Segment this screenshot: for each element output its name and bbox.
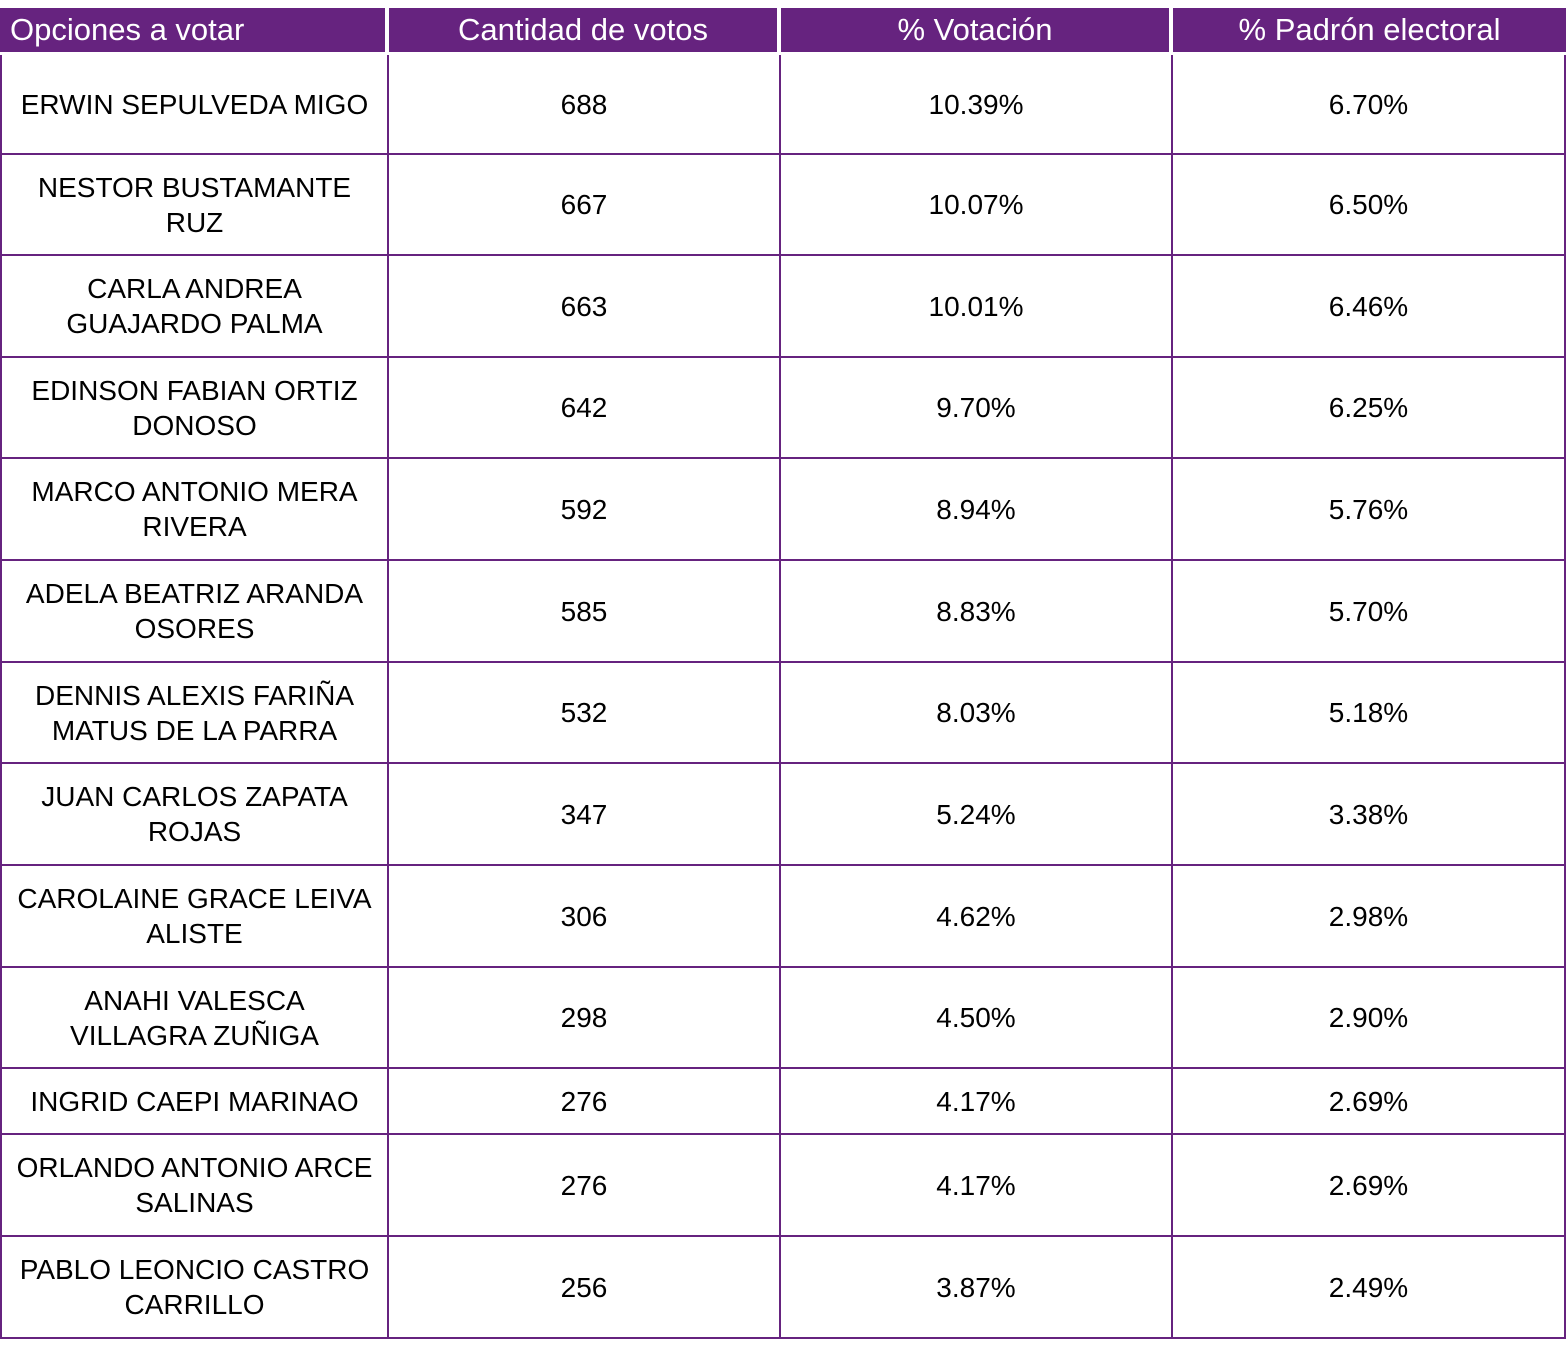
padron-percentage: 2.90% xyxy=(1173,968,1566,1069)
padron-percentage: 5.76% xyxy=(1173,459,1566,561)
padron-percentage: 6.25% xyxy=(1173,358,1566,459)
vote-count: 298 xyxy=(389,968,781,1069)
table-row: CAROLAINE GRACE LEIVA ALISTE 306 4.62% 2.98… xyxy=(0,866,1566,968)
padron-percentage: 5.18% xyxy=(1173,663,1566,764)
vote-count: 532 xyxy=(389,663,781,764)
vote-percentage: 8.03% xyxy=(781,663,1173,764)
vote-count: 688 xyxy=(389,55,781,155)
table-row: PABLO LEONCIO CASTRO CARRILLO 256 3.87% 2.4… xyxy=(0,1237,1566,1339)
vote-count: 306 xyxy=(389,866,781,968)
padron-percentage: 6.46% xyxy=(1173,256,1566,358)
candidate-name: DENNIS ALEXIS FARIÑA MATUS DE LA PARRA xyxy=(0,663,389,764)
vote-percentage: 8.94% xyxy=(781,459,1173,561)
header-row: Opciones a votar Cantidad de votos % Vot… xyxy=(0,8,1566,52)
header-options: Opciones a votar xyxy=(0,8,389,52)
candidate-name: INGRID CAEPI MARINAO xyxy=(0,1069,389,1135)
candidate-name: ORLANDO ANTONIO ARCE SALINAS xyxy=(0,1135,389,1237)
candidate-name: PABLO LEONCIO CASTRO CARRILLO xyxy=(0,1237,389,1339)
vote-count: 347 xyxy=(389,764,781,866)
padron-percentage: 6.70% xyxy=(1173,55,1566,155)
vote-count: 276 xyxy=(389,1069,781,1135)
vote-percentage: 10.01% xyxy=(781,256,1173,358)
header-pct-votes: % Votación xyxy=(781,8,1173,52)
table-row: ORLANDO ANTONIO ARCE SALINAS 276 4.17% 2.69… xyxy=(0,1135,1566,1237)
vote-percentage: 4.50% xyxy=(781,968,1173,1069)
vote-percentage: 4.17% xyxy=(781,1069,1173,1135)
candidate-name: JUAN CARLOS ZAPATA ROJAS xyxy=(0,764,389,866)
vote-percentage: 4.62% xyxy=(781,866,1173,968)
table-row: MARCO ANTONIO MERA RIVERA 592 8.94% 5.76% xyxy=(0,459,1566,561)
vote-count: 667 xyxy=(389,155,781,256)
padron-percentage: 2.69% xyxy=(1173,1069,1566,1135)
table-row: DENNIS ALEXIS FARIÑA MATUS DE LA PARRA 53… xyxy=(0,663,1566,764)
vote-count: 592 xyxy=(389,459,781,561)
header-pct-padron: % Padrón electoral xyxy=(1173,8,1566,52)
candidate-name: MARCO ANTONIO MERA RIVERA xyxy=(0,459,389,561)
candidate-name: ERWIN SEPULVEDA MIGO xyxy=(0,55,389,155)
vote-count: 585 xyxy=(389,561,781,663)
results-table: Opciones a votar Cantidad de votos % Vot… xyxy=(0,8,1566,1339)
vote-count: 642 xyxy=(389,358,781,459)
vote-count: 663 xyxy=(389,256,781,358)
header-votes: Cantidad de votos xyxy=(389,8,781,52)
vote-percentage: 9.70% xyxy=(781,358,1173,459)
table-row: ERWIN SEPULVEDA MIGO 688 10.39% 6.70% xyxy=(0,55,1566,155)
table-row: ADELA BEATRIZ ARANDA OSORES 585 8.83% 5.70% xyxy=(0,561,1566,663)
padron-percentage: 3.38% xyxy=(1173,764,1566,866)
padron-percentage: 2.98% xyxy=(1173,866,1566,968)
candidate-name: EDINSON FABIAN ORTIZ DONOSO xyxy=(0,358,389,459)
vote-percentage: 10.07% xyxy=(781,155,1173,256)
table-row: NESTOR BUSTAMANTE RUZ 667 10.07% 6.50% xyxy=(0,155,1566,256)
candidate-name: CARLA ANDREA GUAJARDO PALMA xyxy=(0,256,389,358)
table-row: INGRID CAEPI MARINAO 276 4.17% 2.69% xyxy=(0,1069,1566,1135)
candidate-name: CAROLAINE GRACE LEIVA ALISTE xyxy=(0,866,389,968)
candidate-name: ANAHI VALESCA VILLAGRA ZUÑIGA xyxy=(0,968,389,1069)
vote-percentage: 4.17% xyxy=(781,1135,1173,1237)
vote-percentage: 8.83% xyxy=(781,561,1173,663)
vote-percentage: 5.24% xyxy=(781,764,1173,866)
padron-percentage: 2.49% xyxy=(1173,1237,1566,1339)
candidate-name: NESTOR BUSTAMANTE RUZ xyxy=(0,155,389,256)
vote-count: 256 xyxy=(389,1237,781,1339)
padron-percentage: 6.50% xyxy=(1173,155,1566,256)
table-row: JUAN CARLOS ZAPATA ROJAS 347 5.24% 3.38% xyxy=(0,764,1566,866)
padron-percentage: 5.70% xyxy=(1173,561,1566,663)
candidate-name: ADELA BEATRIZ ARANDA OSORES xyxy=(0,561,389,663)
vote-percentage: 3.87% xyxy=(781,1237,1173,1339)
padron-percentage: 2.69% xyxy=(1173,1135,1566,1237)
table-row: EDINSON FABIAN ORTIZ DONOSO 642 9.70% 6.25% xyxy=(0,358,1566,459)
vote-count: 276 xyxy=(389,1135,781,1237)
table-row: ANAHI VALESCA VILLAGRA ZUÑIGA 298 4.50% 2.9… xyxy=(0,968,1566,1069)
table-row: CARLA ANDREA GUAJARDO PALMA 663 10.01% 6.46… xyxy=(0,256,1566,358)
vote-percentage: 10.39% xyxy=(781,55,1173,155)
